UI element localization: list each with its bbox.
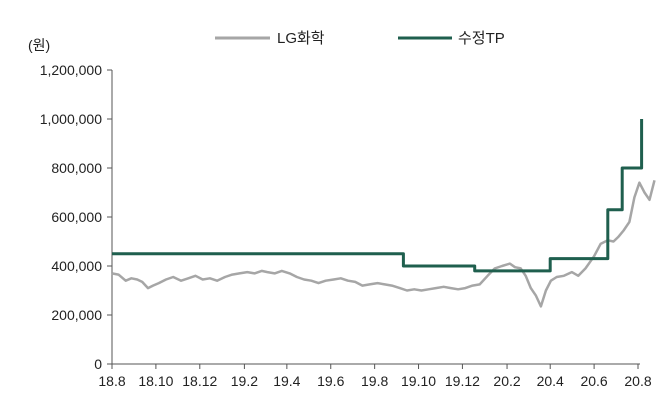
x-tick-label: 20.8 bbox=[624, 373, 651, 389]
y-tick-label: 200,000 bbox=[51, 307, 102, 323]
x-tick-label: 18.10 bbox=[138, 373, 173, 389]
x-tick-label: 19.12 bbox=[445, 373, 480, 389]
series-line-lg-chem bbox=[111, 179, 656, 308]
x-tick-label: 20.6 bbox=[580, 373, 607, 389]
y-tick-label: 1,000,000 bbox=[40, 111, 102, 127]
y-tick-label: 600,000 bbox=[51, 209, 102, 225]
y-tick-label: 400,000 bbox=[51, 258, 102, 274]
series-line-revised-tp bbox=[112, 119, 644, 273]
x-tick-label: 20.2 bbox=[493, 373, 520, 389]
legend-label-lg-chem: LG화학 bbox=[277, 30, 325, 47]
legend: LG화학 수정TP bbox=[215, 30, 505, 47]
x-tick-label: 19.8 bbox=[361, 373, 388, 389]
y-tick-label: 800,000 bbox=[51, 160, 102, 176]
y-tick-label: 1,200,000 bbox=[40, 62, 102, 78]
y-unit-label: (원) bbox=[28, 37, 50, 53]
x-axis-ticks: 18.8 18.10 18.12 19.2 19.4 19.6 19.8 19.10 19.12… bbox=[98, 364, 652, 389]
x-tick-label: 19.2 bbox=[231, 373, 258, 389]
x-tick-label: 19.4 bbox=[273, 373, 300, 389]
y-axis-ticks: 0 200,000 400,000 600,000 800,000 1,000,000 1,… bbox=[40, 62, 112, 372]
y-tick-label: 0 bbox=[94, 356, 102, 372]
x-tick-label: 20.4 bbox=[537, 373, 564, 389]
x-tick-label: 18.12 bbox=[182, 373, 217, 389]
series-layer bbox=[111, 119, 656, 308]
x-tick-label: 19.6 bbox=[317, 373, 344, 389]
x-tick-label: 18.8 bbox=[98, 373, 125, 389]
legend-label-revised-tp: 수정TP bbox=[458, 30, 505, 47]
x-tick-label: 19.10 bbox=[401, 373, 436, 389]
